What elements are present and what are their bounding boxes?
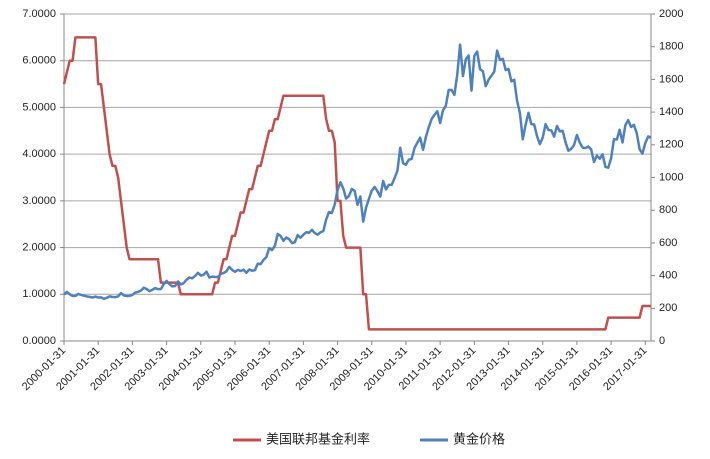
y-tick-label: 6.0000 (22, 55, 56, 67)
y2-tick-label: 600 (659, 237, 677, 249)
y2-tick-label: 1200 (659, 139, 683, 151)
series-line (63, 43, 652, 301)
y-tick-label: 5.0000 (22, 101, 56, 113)
y-tick-label: 1.0000 (22, 288, 56, 300)
y-tick-label: 3.0000 (22, 195, 56, 207)
y-tick-label: 7.0000 (22, 8, 56, 20)
series-line (62, 36, 651, 331)
legend-label: 黄金价格 (453, 431, 505, 446)
y-tick-label: 2.0000 (22, 241, 56, 253)
y2-tick-label: 800 (659, 204, 677, 216)
y2-tick-label: 2000 (659, 8, 683, 20)
y2-tick-label: 200 (659, 302, 677, 314)
y-tick-label: 0.0000 (22, 335, 56, 347)
y-tick-label: 4.0000 (22, 148, 56, 160)
y2-tick-label: 400 (659, 270, 677, 282)
y2-tick-label: 1600 (659, 73, 683, 85)
y2-tick-label: 1800 (659, 41, 683, 53)
y2-tick-label: 1000 (659, 171, 683, 183)
y2-tick-label: 1400 (659, 106, 683, 118)
y2-tick-label: 0 (659, 335, 665, 347)
legend-label: 美国联邦基金利率 (266, 431, 370, 446)
